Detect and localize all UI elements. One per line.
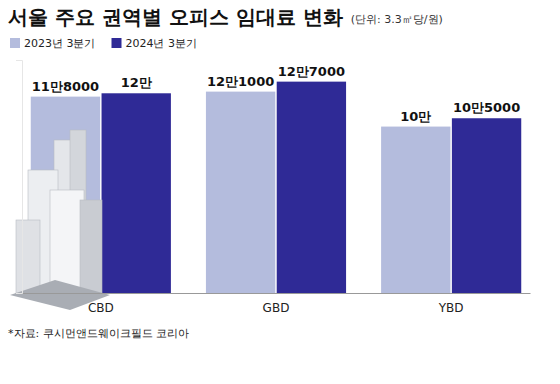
legend-item: 2023년 3분기 <box>10 37 96 50</box>
data-label: 11만8000 <box>32 79 99 94</box>
source-note: *자료: 쿠시먼앤드웨이크필드 코리아 <box>8 327 189 340</box>
data-labels: 11만8000 12만1000 10만 12만 12만7000 10만5000 <box>32 64 520 124</box>
building <box>16 220 40 295</box>
x-tick: CBD <box>88 293 114 315</box>
bar <box>452 118 521 293</box>
building <box>80 200 102 295</box>
bar <box>102 93 171 293</box>
x-axis-line <box>23 293 531 294</box>
y-axis <box>16 61 23 294</box>
legend-label: 2023년 3분기 <box>24 37 96 50</box>
legend-label: 2024년 3분기 <box>126 37 198 50</box>
plot: 11만8000 12만1000 10만 12만 12만7000 10만5000 CBD GBD… <box>10 61 531 315</box>
title: 서울 주요 권역별 오피스 임대료 변화 <box>8 5 343 29</box>
bar <box>381 127 450 293</box>
x-tick-label: GBD <box>263 301 290 315</box>
subtitle: (단위: 3.3㎡당/원) <box>351 13 443 26</box>
background <box>0 0 560 384</box>
legend-swatch <box>112 38 122 48</box>
chart: 서울 주요 권역별 오피스 임대료 변화 (단위: 3.3㎡당/원) 2023년 3… <box>0 0 560 384</box>
data-label: 12만1000 <box>207 74 274 89</box>
data-label: 10만5000 <box>453 100 520 115</box>
data-label: 10만 <box>400 109 431 124</box>
bar <box>206 92 275 293</box>
y-axis-line <box>16 61 23 294</box>
data-label: 12만 <box>121 75 152 90</box>
x-tick-label: YBD <box>438 301 464 315</box>
x-axis: CBD GBD YBD <box>23 293 531 315</box>
data-label: 12만7000 <box>278 64 345 79</box>
legend-swatch <box>10 38 20 48</box>
legend: 2023년 3분기 2024년 3분기 <box>10 37 197 50</box>
building-illustration <box>10 130 110 310</box>
bars <box>31 82 521 293</box>
x-tick: YBD <box>438 293 464 315</box>
legend-item: 2024년 3분기 <box>112 37 198 50</box>
x-tick-label: CBD <box>88 301 114 315</box>
x-tick: GBD <box>263 293 290 315</box>
bar <box>277 82 346 293</box>
